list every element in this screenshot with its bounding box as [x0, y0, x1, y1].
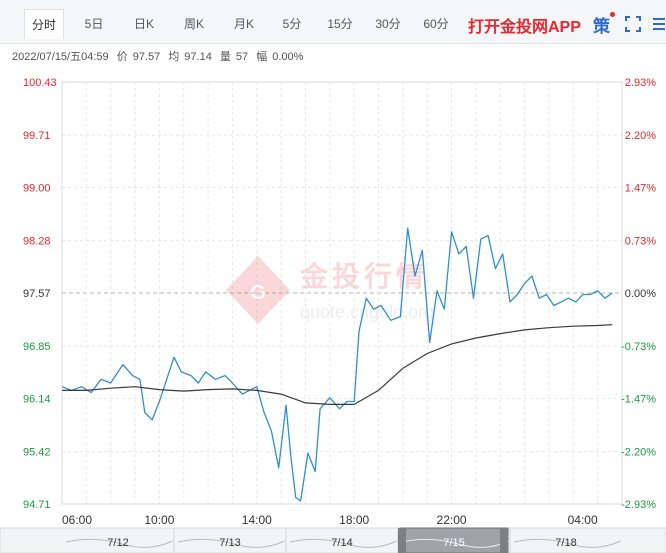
- tab-intraday[interactable]: 分时: [24, 9, 64, 39]
- quote-datetime: 2022/07/15/五04:59: [12, 51, 109, 63]
- navigator-handle-right: [500, 528, 508, 553]
- watermark: G 金投行情 quote.cngold.org: [226, 256, 434, 324]
- navigator-date-label: 7/14: [331, 537, 352, 549]
- y-tick-label-right: -1.47%: [621, 394, 656, 406]
- navigator-date-label: 7/15: [443, 537, 464, 549]
- y-tick-label-left: 99.71: [23, 130, 51, 142]
- tab-15min[interactable]: 15分: [327, 17, 353, 31]
- avg-label: 均: [168, 51, 180, 63]
- y-tick-label-right: 2.93%: [625, 77, 656, 89]
- y-tick-label-left: 95.42: [23, 447, 51, 459]
- price-label: 价: [116, 51, 128, 63]
- intraday-chart[interactable]: G 金投行情 quote.cngold.org 100.43 99.71 99.00…: [0, 66, 666, 553]
- x-tick-label: 18:00: [339, 513, 369, 527]
- tab-daily-k[interactable]: 日K: [133, 17, 154, 31]
- navigator-selected-window: [399, 527, 509, 553]
- y-tick-label-left: 100.43: [23, 77, 57, 89]
- navigator-sparkline: [289, 538, 397, 548]
- plot-border: [61, 81, 623, 505]
- y-tick-label-left: 99.00: [23, 183, 51, 195]
- y-tick-label-left: 96.85: [23, 341, 51, 353]
- navigator-sparkline: [513, 538, 621, 548]
- avg-value: 97.14: [184, 51, 212, 63]
- chart-lines: [61, 227, 613, 502]
- watermark-logo-letter: G: [250, 282, 266, 304]
- navigator-sparkline: [65, 538, 173, 548]
- y-tick-label-right: 1.47%: [625, 183, 656, 195]
- tab-5day[interactable]: 5日: [84, 17, 104, 31]
- navigator-date-label: 7/12: [107, 537, 128, 549]
- volume-label: 量: [219, 51, 231, 63]
- average-series-line: [62, 324, 613, 405]
- tab-60min[interactable]: 60分: [423, 17, 449, 31]
- y-tick-label-left: 94.71: [23, 499, 51, 511]
- quote-info-bar: 2022/07/15/五04:59 价 97.57 均 97.14 量 57 幅 0.0…: [12, 48, 308, 64]
- tab-weekly-k[interactable]: 周K: [183, 17, 204, 31]
- date-navigator[interactable]: 7/12 7/13 7/14 7/15 7/18: [0, 527, 666, 553]
- notification-dot: [610, 12, 615, 17]
- y-tick-label-right: -2.93%: [621, 499, 656, 511]
- y-tick-label-right: 0.73%: [625, 236, 656, 248]
- y-tick-label-right: -2.20%: [621, 447, 656, 459]
- price-value: 97.57: [132, 51, 161, 63]
- y-tick-label-left: 98.28: [23, 236, 51, 248]
- x-tick-label: 04:00: [568, 513, 598, 527]
- y-tick-label-left: 97.57: [23, 288, 51, 300]
- x-tick-label: 14:00: [242, 513, 272, 527]
- navigator-date-label: 7/13: [219, 537, 240, 549]
- watermark-brand: 金投行情: [299, 260, 428, 293]
- menu-icon[interactable]: [652, 16, 666, 32]
- y-axis-percent-labels: 2.93% 2.20% 1.47% 0.73% 0.00% -0.73% -1.47% -2.…: [621, 77, 656, 511]
- y-axis-price-labels: 100.43 99.71 99.00 98.28 97.57 96.85 96.14 95.4…: [23, 77, 57, 511]
- watermark-logo: [226, 256, 290, 324]
- change-value: 0.00%: [272, 51, 304, 63]
- x-tick-label: 10:00: [144, 513, 174, 527]
- x-axis-time-labels: 06:00 10:00 14:00 18:00 22:00 04:00: [62, 513, 598, 527]
- y-tick-label-right: 2.20%: [625, 130, 656, 142]
- y-tick-label-right: -0.73%: [621, 341, 656, 353]
- navigator-date-label: 7/18: [555, 537, 576, 549]
- watermark-url: quote.cngold.org: [300, 302, 434, 322]
- y-tick-label-right: 0.00%: [625, 288, 656, 300]
- x-tick-label: 22:00: [437, 513, 467, 527]
- strategy-button[interactable]: 策: [593, 17, 610, 36]
- fullscreen-icon[interactable]: [625, 16, 641, 32]
- volume-value: 57: [235, 51, 249, 63]
- x-tick-label: 06:00: [62, 513, 92, 527]
- y-tick-label-left: 96.14: [23, 394, 51, 406]
- tab-30min[interactable]: 30分: [375, 17, 401, 31]
- tab-5min[interactable]: 5分: [282, 17, 302, 31]
- change-label: 幅: [256, 51, 268, 63]
- navigator-handle-left: [398, 528, 406, 553]
- price-series-line: [61, 227, 613, 502]
- navigator-sparkline: [401, 538, 509, 548]
- open-app-link[interactable]: 打开金投网APP: [468, 19, 581, 36]
- period-tab-bar: 分时 5日 日K 周K 月K 5分 15分 30分 60分 打开金投网APP 策: [0, 0, 666, 44]
- tab-monthly-k[interactable]: 月K: [233, 17, 254, 31]
- navigator-sparkline: [177, 538, 285, 548]
